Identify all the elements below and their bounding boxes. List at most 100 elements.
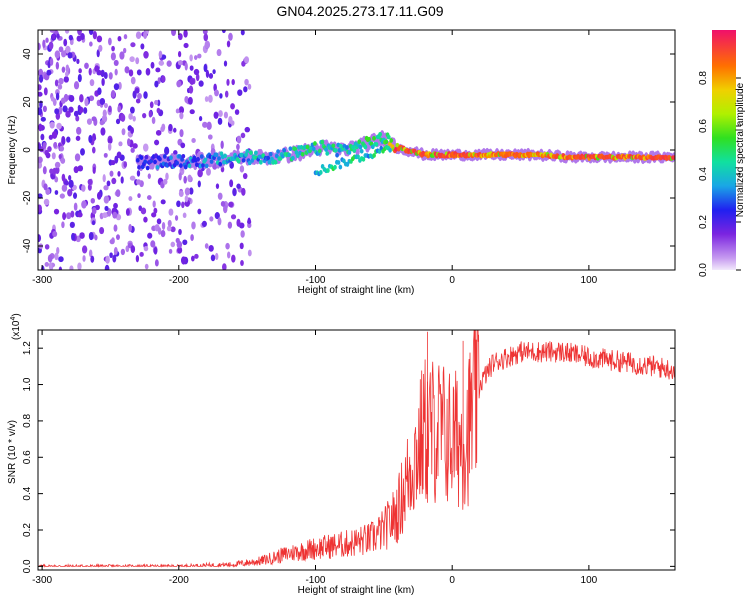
spectrogram-noise-dot — [55, 92, 60, 101]
spectrogram-noise-dot — [67, 188, 73, 197]
spectrogram-noise-dot — [201, 220, 207, 228]
snr-multiplier-close: ) — [11, 313, 22, 316]
spectrogram-noise-dot — [212, 69, 216, 75]
spectrogram-noise-dot — [92, 166, 96, 174]
spectrogram-noise-dot — [189, 187, 194, 195]
spectrogram-noise-dot — [45, 152, 51, 159]
spectrogram-noise-dot — [182, 212, 187, 219]
spectrogram-noise-dot — [148, 110, 152, 118]
spectrogram-noise-dot — [130, 76, 136, 85]
spectrogram-noise-dot — [54, 190, 59, 195]
spectrogram-noise-dot — [88, 95, 95, 102]
spectrogram-noise-dot — [53, 142, 58, 149]
spectrogram-noise-dot — [241, 187, 246, 196]
spectrogram-noise-dot — [150, 240, 156, 248]
spectrogram-noise-dot — [66, 136, 71, 143]
spectrogram-noise-dot — [236, 183, 241, 189]
spectrogram-noise-dot — [88, 249, 93, 258]
spectrogram-noise-dot — [38, 107, 43, 116]
spectrogram-noise-dot — [43, 198, 50, 206]
spectrogram-noise-dot — [38, 234, 42, 243]
spectrogram-noise-dot — [128, 113, 133, 120]
spectrogram-noise-dot — [178, 106, 185, 114]
spectrogram-noise-dot — [240, 259, 244, 267]
spectrogram-noise-dot — [231, 79, 235, 86]
spectrogram-noise-dot — [128, 69, 134, 77]
spectrogram-noise-dot — [60, 97, 66, 104]
spectrogram-noise-dot — [180, 256, 187, 265]
colorbar-tick-label: 0.6 — [698, 119, 709, 133]
spectrogram-noise-dot — [140, 43, 145, 50]
spectrogram-noise-dot — [197, 180, 201, 188]
spectrogram-noise-dot — [67, 52, 73, 59]
spectrogram-y-tick-label: 20 — [22, 96, 33, 108]
snr-x-ticks: -300 -200 -100 0 100 — [32, 330, 598, 586]
spectrogram-noise-dot — [130, 106, 135, 114]
spectrogram-noise-dot — [71, 232, 75, 241]
spectrogram-noise-dot — [140, 207, 147, 215]
spectrogram-noise-dot — [135, 57, 140, 65]
spectrogram-noise-dot — [202, 121, 208, 128]
spectrogram-noise-dot — [143, 245, 149, 252]
spectrogram-noise-dot — [79, 232, 85, 239]
spectrogram-noise-dot — [96, 35, 103, 43]
spectrogram-noise-dot — [58, 256, 64, 263]
spectrogram-noise-dot — [68, 34, 73, 41]
spectrogram-noise-dot — [143, 30, 148, 39]
spectrogram-ridge-point — [378, 131, 383, 137]
spectrogram-noise-dot — [181, 201, 185, 209]
spectrogram-noise-dot — [244, 126, 251, 133]
spectrogram-noise-dot — [129, 56, 135, 63]
spectrogram-ridge-point — [317, 148, 322, 154]
spectrogram-noise-dot — [155, 129, 162, 136]
spectrogram-noise-dot — [43, 87, 48, 96]
spectrogram-noise-dot — [117, 105, 122, 113]
spectrogram-noise-dot — [164, 146, 170, 155]
spectrogram-noise-dot — [228, 116, 233, 124]
spectrogram-noise-dot — [47, 60, 51, 69]
spectrogram-noise-dot — [112, 211, 118, 219]
spectrogram-noise-dot — [190, 234, 194, 241]
spectrogram-noise-dot — [82, 255, 86, 262]
spectrogram-noise-dot — [121, 128, 126, 136]
spectrogram-noise-dot — [49, 121, 55, 129]
spectrogram-noise-dot — [54, 50, 61, 59]
spectrogram-noise-dot — [73, 81, 80, 90]
spectrogram-noise-dot — [84, 62, 89, 69]
spectrogram-noise-dot — [90, 197, 95, 204]
spectrogram-noise-dot — [161, 75, 166, 83]
spectrogram-ridge-point — [367, 136, 371, 142]
spectrogram-noise-dot — [215, 252, 219, 261]
spectrogram-noise-dot — [187, 174, 192, 183]
snr-x-label: Height of straight line (km) — [298, 585, 415, 596]
spectrogram-noise-dot — [197, 169, 203, 178]
spectrogram-noise-dot — [116, 151, 122, 159]
spectrogram-noise-dot — [96, 49, 100, 58]
snr-y-tick-label: 0.6 — [22, 450, 33, 464]
spectrogram-ridge-point — [236, 159, 241, 164]
spectrogram-noise-dot — [76, 126, 82, 135]
spectrogram-ridge-point — [178, 163, 183, 168]
spectrogram-ridge-point — [181, 153, 186, 159]
spectrogram-noise-dot — [113, 247, 118, 256]
spectrogram-noise-dot — [55, 61, 60, 70]
spectrogram-ridge-point — [325, 151, 330, 156]
spectrogram-noise-dot — [176, 80, 182, 88]
colorbar-tick-label: 0.0 — [698, 263, 709, 277]
spectrogram-noise-dot — [58, 77, 64, 85]
spectrogram-noise-dot — [146, 195, 152, 201]
spectrogram-noise-dot — [147, 232, 153, 239]
spectrogram-noise-dot — [231, 254, 236, 263]
spectrogram-noise-dot — [223, 204, 228, 214]
spectrogram-noise-dot — [90, 255, 95, 263]
spectrogram-ridge-point — [214, 152, 219, 158]
spectrogram-noise-dot — [234, 109, 240, 115]
spectrogram-noise-dot — [38, 123, 43, 132]
spectrogram-noise-dot — [51, 131, 58, 139]
spectrogram-noise-dot — [143, 50, 149, 59]
spectrogram-noise-dot — [226, 78, 230, 86]
spectrogram-noise-dot — [187, 96, 193, 105]
spectrogram-noise-dot — [78, 68, 82, 74]
spectrogram-ridge-point — [223, 153, 228, 159]
